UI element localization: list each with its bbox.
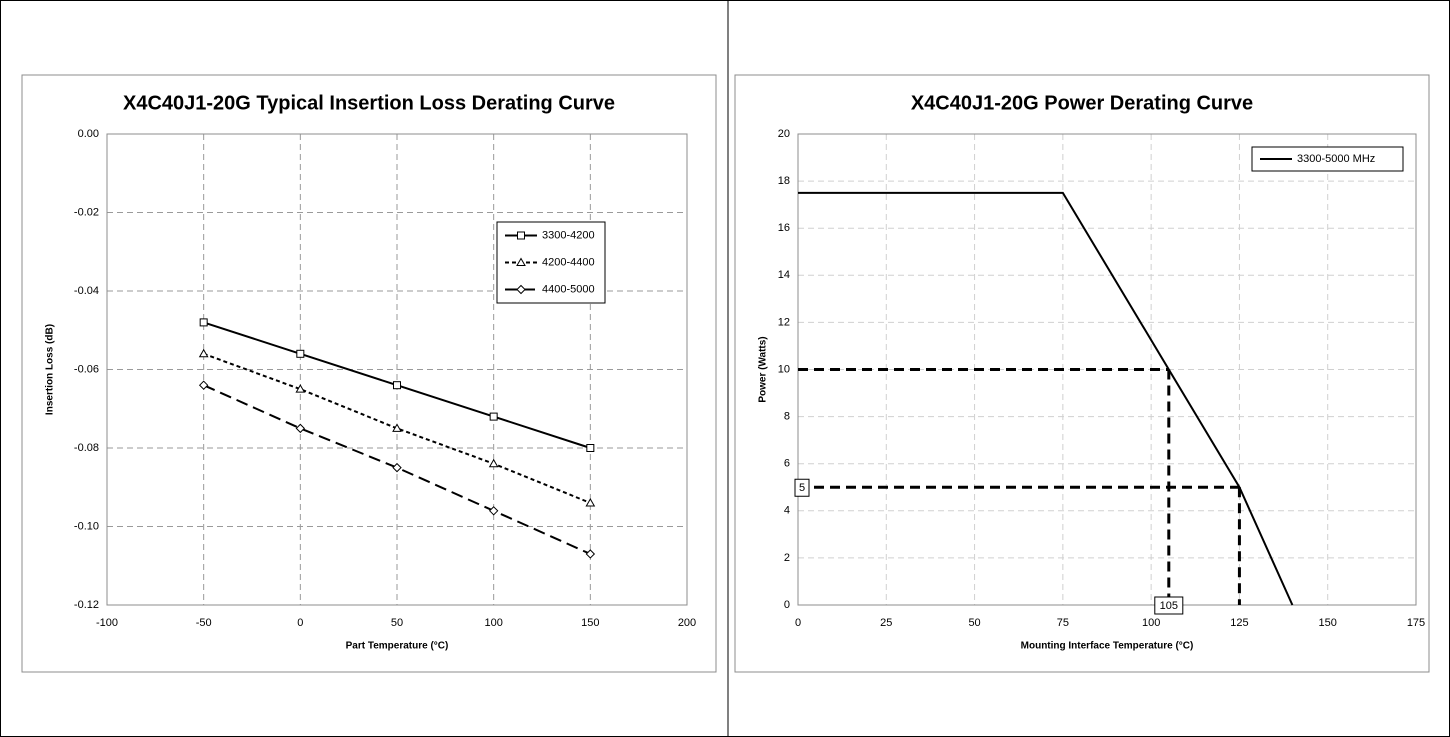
x-tick-label: 0 <box>795 617 801 629</box>
x-tick-label: 175 <box>1407 617 1425 629</box>
x-tick-label: 125 <box>1230 617 1248 629</box>
x-tick-label: 150 <box>581 617 599 629</box>
marker <box>488 458 499 468</box>
legend-marker <box>516 257 526 266</box>
marker <box>488 506 499 516</box>
y-tick-label: 14 <box>778 269 790 281</box>
y-tick-label: 18 <box>778 175 790 187</box>
y-tick-label: 2 <box>784 552 790 564</box>
annotation: 105 <box>1160 600 1178 612</box>
x-tick-label: 25 <box>880 617 892 629</box>
marker <box>392 462 402 473</box>
y-axis-label: Insertion Loss (dB) <box>45 324 56 415</box>
marker <box>489 412 498 421</box>
legend-marker <box>516 284 526 295</box>
plot-area <box>106 133 688 606</box>
y-tick-label: 0 <box>784 599 790 611</box>
y-axis-label: Power (Watts) <box>758 336 769 402</box>
marker <box>585 549 596 559</box>
chart-title: X4C40J1-20G Power Derating Curve <box>911 92 1253 114</box>
series-line <box>203 384 591 555</box>
y-tick-label: 8 <box>784 411 790 423</box>
y-tick-label: -0.10 <box>74 520 99 532</box>
series-line <box>203 352 591 504</box>
y-tick-label: 6 <box>784 458 790 470</box>
x-axis-label: Part Temperature (°C) <box>346 641 449 652</box>
legend-label: 3300-4200 <box>542 229 595 241</box>
y-tick-label: 4 <box>784 505 790 517</box>
annotation: 5 <box>799 482 805 494</box>
y-tick-label: -0.02 <box>74 206 99 218</box>
y-tick-label: 20 <box>778 128 790 140</box>
chart-panel <box>21 74 717 673</box>
x-tick-label: 50 <box>968 617 980 629</box>
legend-label: 3300-5000 MHz <box>1297 153 1375 165</box>
marker <box>198 348 209 358</box>
y-tick-label: 12 <box>778 316 790 328</box>
y-tick-label: -0.04 <box>74 285 99 297</box>
annotation-box <box>1154 596 1184 615</box>
x-tick-label: -50 <box>196 617 212 629</box>
x-tick-label: -100 <box>96 617 118 629</box>
y-tick-label: 16 <box>778 222 790 234</box>
x-tick-label: 50 <box>391 617 403 629</box>
annotation-box <box>794 478 810 497</box>
x-tick-label: 100 <box>1142 617 1160 629</box>
marker <box>199 318 208 327</box>
x-tick-label: 200 <box>678 617 696 629</box>
marker <box>198 380 209 390</box>
x-axis-label: Mounting Interface Temperature (°C) <box>1021 641 1194 652</box>
marker <box>296 349 305 358</box>
y-tick-label: -0.12 <box>74 599 99 611</box>
marker <box>392 423 402 432</box>
marker <box>585 497 596 507</box>
x-tick-label: 75 <box>1057 617 1069 629</box>
x-tick-label: 150 <box>1319 617 1337 629</box>
legend-marker <box>517 231 525 240</box>
chart-title: X4C40J1-20G Typical Insertion Loss Derat… <box>123 92 615 114</box>
y-tick-label: -0.08 <box>74 442 99 454</box>
marker <box>295 384 306 393</box>
marker <box>393 381 401 390</box>
x-tick-label: 0 <box>297 617 303 629</box>
legend-box <box>1251 146 1404 172</box>
legend-label: 4400-5000 <box>542 283 595 295</box>
series-line <box>798 191 1294 606</box>
y-tick-label: -0.06 <box>74 363 99 375</box>
y-tick-label: 0.00 <box>78 128 99 140</box>
y-tick-label: 10 <box>778 363 790 375</box>
marker <box>586 444 595 452</box>
legend-label: 4200-4400 <box>542 256 595 268</box>
marker <box>295 423 306 434</box>
chart-panel <box>734 74 1430 673</box>
x-tick-label: 100 <box>484 617 502 629</box>
